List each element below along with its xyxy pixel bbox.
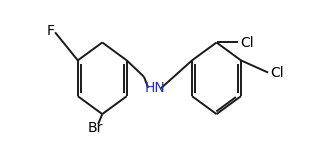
Text: Br: Br xyxy=(87,121,103,135)
Text: Cl: Cl xyxy=(270,66,284,80)
Text: F: F xyxy=(47,24,55,38)
Text: Cl: Cl xyxy=(240,36,254,50)
Text: HN: HN xyxy=(144,81,165,95)
